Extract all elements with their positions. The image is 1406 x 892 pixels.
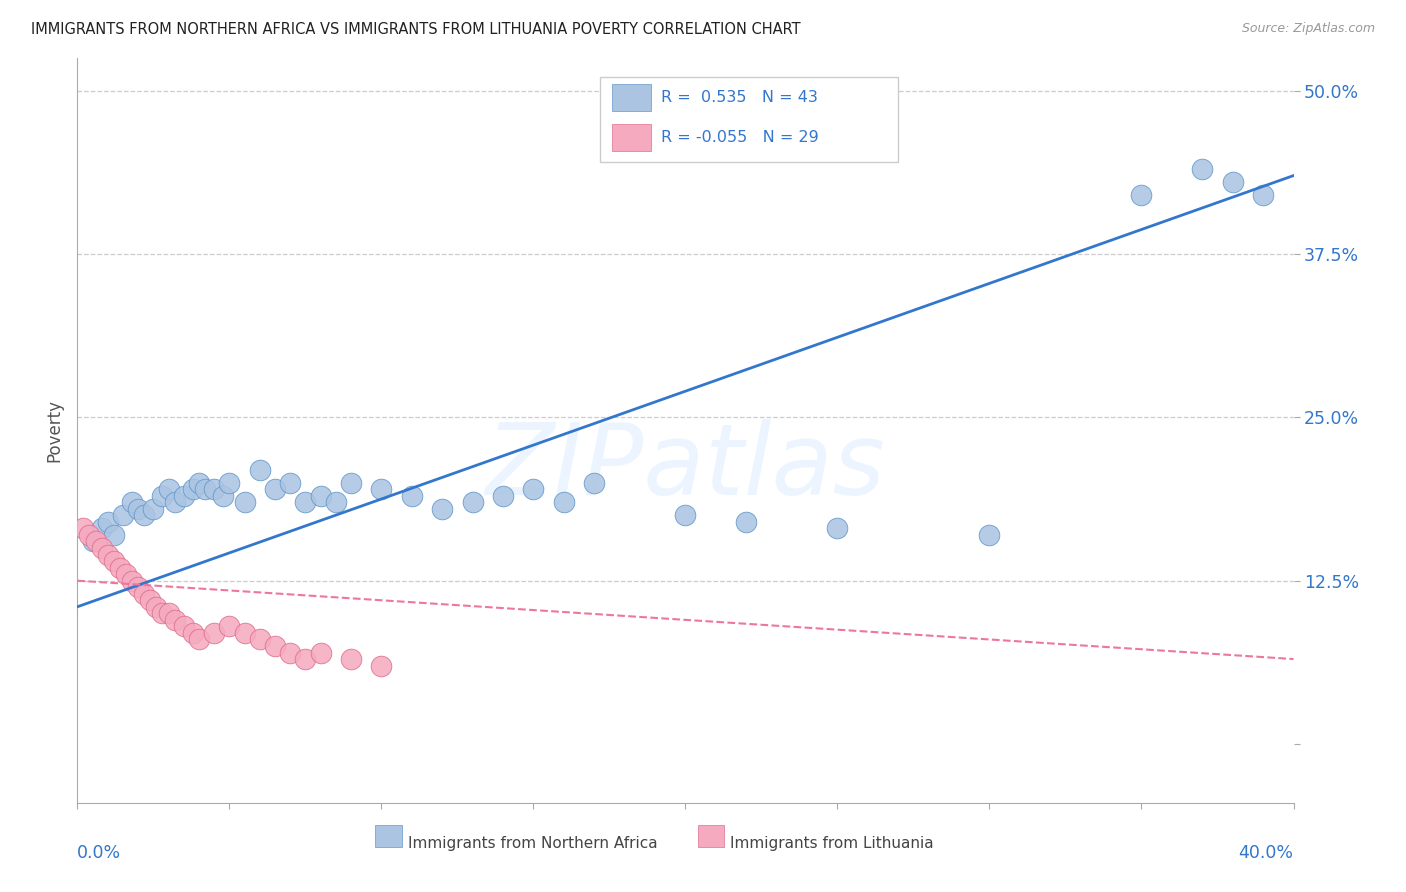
Point — [115, 567, 138, 582]
Point — [142, 501, 165, 516]
Point — [340, 475, 363, 490]
Text: 40.0%: 40.0% — [1239, 844, 1294, 862]
Point — [401, 489, 423, 503]
Point — [145, 599, 167, 614]
Point — [218, 619, 240, 633]
Point — [97, 548, 120, 562]
Point — [188, 632, 211, 647]
Point — [212, 489, 235, 503]
Point — [134, 508, 156, 523]
Point — [340, 652, 363, 666]
Y-axis label: Poverty: Poverty — [45, 399, 63, 462]
Point — [181, 626, 204, 640]
Point — [72, 521, 94, 535]
Point — [163, 495, 186, 509]
Point — [157, 482, 180, 496]
Point — [79, 528, 101, 542]
Point — [1191, 162, 1213, 177]
Point — [181, 482, 204, 496]
Point — [233, 495, 256, 509]
Point — [173, 619, 195, 633]
Point — [249, 462, 271, 476]
Point — [979, 528, 1001, 542]
Point — [139, 593, 162, 607]
Text: R = -0.055   N = 29: R = -0.055 N = 29 — [661, 130, 818, 145]
Point — [278, 475, 301, 490]
Point — [264, 482, 287, 496]
Point — [461, 495, 484, 509]
Point — [492, 489, 515, 503]
Point — [103, 554, 125, 568]
Bar — [613, 124, 651, 151]
Point — [97, 515, 120, 529]
Text: Source: ZipAtlas.com: Source: ZipAtlas.com — [1241, 22, 1375, 36]
Text: 0.0%: 0.0% — [77, 844, 121, 862]
Point — [108, 560, 131, 574]
Point — [82, 534, 104, 549]
Point — [134, 587, 156, 601]
Point — [522, 482, 544, 496]
Point — [249, 632, 271, 647]
Point — [127, 580, 149, 594]
Point — [121, 574, 143, 588]
Point — [202, 482, 225, 496]
Point — [553, 495, 575, 509]
Point — [735, 515, 758, 529]
Point — [325, 495, 347, 509]
Text: R =  0.535   N = 43: R = 0.535 N = 43 — [661, 90, 818, 105]
Point — [152, 489, 174, 503]
Point — [294, 495, 316, 509]
Point — [233, 626, 256, 640]
Point — [127, 501, 149, 516]
Text: IMMIGRANTS FROM NORTHERN AFRICA VS IMMIGRANTS FROM LITHUANIA POVERTY CORRELATION: IMMIGRANTS FROM NORTHERN AFRICA VS IMMIG… — [31, 22, 800, 37]
Point — [202, 626, 225, 640]
Point — [157, 607, 180, 621]
Point — [675, 508, 697, 523]
Bar — [697, 825, 724, 847]
Point — [430, 501, 453, 516]
Point — [264, 639, 287, 653]
Point — [309, 646, 332, 660]
Point — [218, 475, 240, 490]
Text: Immigrants from Northern Africa: Immigrants from Northern Africa — [408, 837, 658, 851]
Point — [309, 489, 332, 503]
Point — [370, 658, 392, 673]
Point — [173, 489, 195, 503]
Point — [188, 475, 211, 490]
Bar — [375, 825, 402, 847]
Point — [1130, 188, 1153, 202]
Point — [583, 475, 606, 490]
Point — [111, 508, 134, 523]
Bar — [613, 84, 651, 111]
Point — [370, 482, 392, 496]
Point — [278, 646, 301, 660]
Point — [84, 534, 107, 549]
Point — [90, 521, 112, 535]
Point — [90, 541, 112, 555]
Point — [152, 607, 174, 621]
Point — [121, 495, 143, 509]
Text: Immigrants from Lithuania: Immigrants from Lithuania — [731, 837, 934, 851]
Text: ZIPatlas: ZIPatlas — [485, 419, 886, 516]
Point — [294, 652, 316, 666]
Point — [1222, 175, 1244, 189]
FancyBboxPatch shape — [600, 77, 898, 162]
Point — [827, 521, 849, 535]
Point — [163, 613, 186, 627]
Point — [194, 482, 217, 496]
Point — [1251, 188, 1274, 202]
Point — [103, 528, 125, 542]
